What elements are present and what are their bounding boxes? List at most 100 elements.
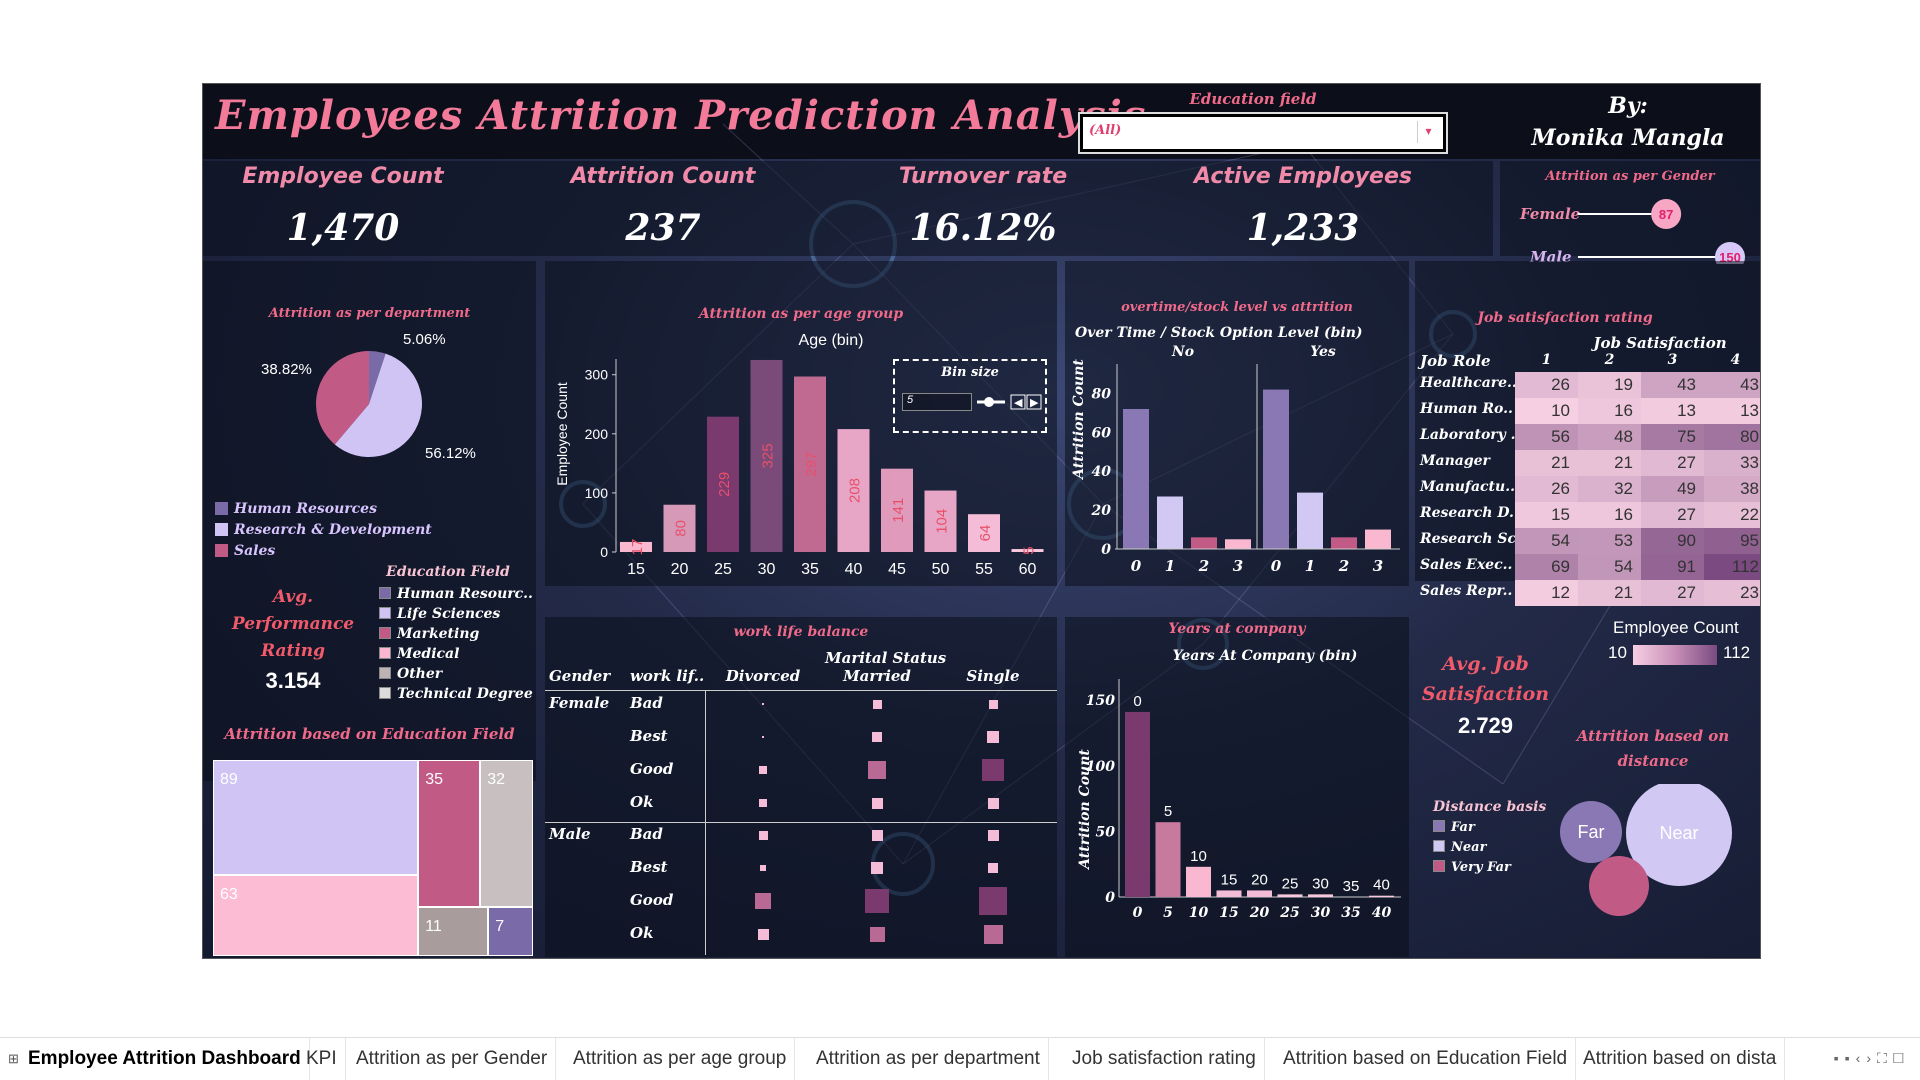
- chevron-down-icon[interactable]: ▾: [1417, 121, 1439, 143]
- worklife-mark[interactable]: [758, 830, 768, 840]
- worklife-mark[interactable]: [987, 829, 999, 841]
- worklife-row-label: Good: [630, 891, 674, 909]
- heatmap-cell[interactable]: 53: [1578, 528, 1641, 554]
- sheet-tab[interactable]: Attrition based on dista: [1575, 1038, 1786, 1080]
- worklife-mark[interactable]: [762, 703, 764, 705]
- gender-title: Attrition as per Gender: [1545, 169, 1715, 184]
- heatmap-cell[interactable]: 90: [1641, 528, 1704, 554]
- heatmap-cell[interactable]: 22: [1704, 502, 1760, 528]
- sheet-tab[interactable]: Attrition as per Gender: [348, 1038, 557, 1080]
- worklife-mark[interactable]: [982, 759, 1004, 781]
- heatmap-cell[interactable]: 16: [1578, 398, 1641, 424]
- heatmap-cell[interactable]: 69: [1515, 554, 1578, 580]
- worklife-mark[interactable]: [983, 924, 1003, 944]
- heatmap-cell[interactable]: 91: [1641, 554, 1704, 580]
- bin-size-slider[interactable]: ◀ ▶: [975, 393, 1045, 411]
- heatmap-cell[interactable]: 54: [1578, 554, 1641, 580]
- heatmap-cell[interactable]: 75: [1641, 424, 1704, 450]
- sheet-nav-icons[interactable]: ▪▪‹›⛶☐: [1833, 1050, 1910, 1066]
- heatmap-cell[interactable]: 23: [1704, 580, 1760, 606]
- education-filter-dropdown[interactable]: (All) ▾: [1078, 112, 1448, 154]
- heatmap-cell[interactable]: 43: [1704, 372, 1760, 398]
- heatmap-cell[interactable]: 15: [1515, 502, 1578, 528]
- education-legend-item[interactable]: Medical: [379, 644, 533, 664]
- heatmap-cell[interactable]: 26: [1515, 372, 1578, 398]
- heatmap-cell[interactable]: 32: [1578, 476, 1641, 502]
- worklife-mark[interactable]: [988, 699, 998, 709]
- education-legend-item[interactable]: Other: [379, 664, 533, 684]
- heatmap-cell[interactable]: 13: [1641, 398, 1704, 424]
- department-panel: [203, 261, 536, 781]
- sheet-tab[interactable]: Employee Attrition Dashboard: [20, 1038, 310, 1080]
- worklife-mark[interactable]: [987, 797, 999, 809]
- education-legend-item[interactable]: Human Resourc..: [379, 584, 533, 604]
- worklife-mark[interactable]: [759, 766, 767, 774]
- treemap-cell[interactable]: 63: [213, 874, 419, 956]
- worklife-mark[interactable]: [872, 699, 882, 709]
- heatmap-cell[interactable]: 112: [1704, 554, 1760, 580]
- worklife-mark[interactable]: [868, 761, 886, 779]
- heatmap-cell[interactable]: 49: [1641, 476, 1704, 502]
- treemap-cell[interactable]: 11: [418, 907, 489, 956]
- department-legend-item[interactable]: Sales: [215, 541, 432, 562]
- heatmap-cell[interactable]: 80: [1704, 424, 1760, 450]
- years-bar: [1247, 890, 1272, 897]
- heatmap-cell[interactable]: 27: [1641, 450, 1704, 476]
- heatmap-cell[interactable]: 12: [1515, 580, 1578, 606]
- heatmap-cell[interactable]: 38: [1704, 476, 1760, 502]
- worklife-mark[interactable]: [871, 829, 883, 841]
- distance-legend-item[interactable]: Far: [1433, 818, 1511, 838]
- years-ylabel: Attrition Count: [1077, 749, 1093, 871]
- bin-size-control[interactable]: Bin size 5 ◀ ▶: [893, 359, 1047, 433]
- worklife-mark[interactable]: [871, 862, 883, 874]
- heatmap-cell[interactable]: 56: [1515, 424, 1578, 450]
- education-legend-item[interactable]: Marketing: [379, 624, 533, 644]
- heatmap-cell[interactable]: 27: [1641, 502, 1704, 528]
- worklife-mark[interactable]: [755, 893, 771, 909]
- distance-legend-item[interactable]: Very Far: [1433, 858, 1511, 878]
- sheet-tab[interactable]: Job satisfaction rating: [1064, 1038, 1265, 1080]
- education-legend-item[interactable]: Life Sciences: [379, 604, 533, 624]
- heatmap-cell[interactable]: 27: [1641, 580, 1704, 606]
- treemap-cell[interactable]: 89: [213, 760, 419, 875]
- heatmap-cell[interactable]: 16: [1578, 502, 1641, 528]
- age-bar: [663, 504, 696, 552]
- heatmap-cell[interactable]: 95: [1704, 528, 1760, 554]
- worklife-mark[interactable]: [760, 865, 766, 871]
- sheet-tab[interactable]: KPI: [298, 1038, 346, 1080]
- distance-legend-item[interactable]: Near: [1433, 838, 1511, 858]
- treemap-cell[interactable]: 35: [418, 760, 481, 907]
- bin-size-input[interactable]: 5: [902, 393, 972, 411]
- treemap-cell[interactable]: 32: [480, 760, 533, 907]
- department-legend-item[interactable]: Research & Development: [215, 520, 432, 541]
- heatmap-cell[interactable]: 21: [1515, 450, 1578, 476]
- heatmap-cell[interactable]: 33: [1704, 450, 1760, 476]
- worklife-mark[interactable]: [987, 731, 999, 743]
- heatmap-cell[interactable]: 13: [1704, 398, 1760, 424]
- sheet-tab[interactable]: Attrition as per age group: [565, 1038, 796, 1080]
- education-legend-item[interactable]: Technical Degree: [379, 684, 533, 704]
- heatmap-cell[interactable]: 10: [1515, 398, 1578, 424]
- sheet-tab[interactable]: Attrition as per department: [808, 1038, 1049, 1080]
- sheet-tab[interactable]: Attrition based on Education Field: [1275, 1038, 1577, 1080]
- worklife-mark[interactable]: [988, 863, 998, 873]
- worklife-mark[interactable]: [762, 736, 764, 738]
- heatmap-cell[interactable]: 21: [1578, 580, 1641, 606]
- heatmap-cell[interactable]: 48: [1578, 424, 1641, 450]
- worklife-mark[interactable]: [979, 887, 1007, 915]
- department-legend-item[interactable]: Human Resources: [215, 499, 432, 520]
- treemap-cell[interactable]: 7: [488, 907, 533, 956]
- worklife-mark[interactable]: [759, 799, 767, 807]
- worklife-mark[interactable]: [865, 889, 889, 913]
- heatmap-cell[interactable]: 54: [1515, 528, 1578, 554]
- satisfaction-legend-min: 10: [1608, 643, 1627, 662]
- heatmap-cell[interactable]: 19: [1578, 372, 1641, 398]
- heatmap-cell[interactable]: 21: [1578, 450, 1641, 476]
- worklife-mark[interactable]: [869, 926, 885, 942]
- heatmap-cell[interactable]: 26: [1515, 476, 1578, 502]
- expand-icon[interactable]: ⊞: [8, 1051, 19, 1066]
- worklife-mark[interactable]: [872, 732, 882, 742]
- heatmap-cell[interactable]: 43: [1641, 372, 1704, 398]
- worklife-mark[interactable]: [871, 797, 883, 809]
- worklife-mark[interactable]: [757, 928, 769, 940]
